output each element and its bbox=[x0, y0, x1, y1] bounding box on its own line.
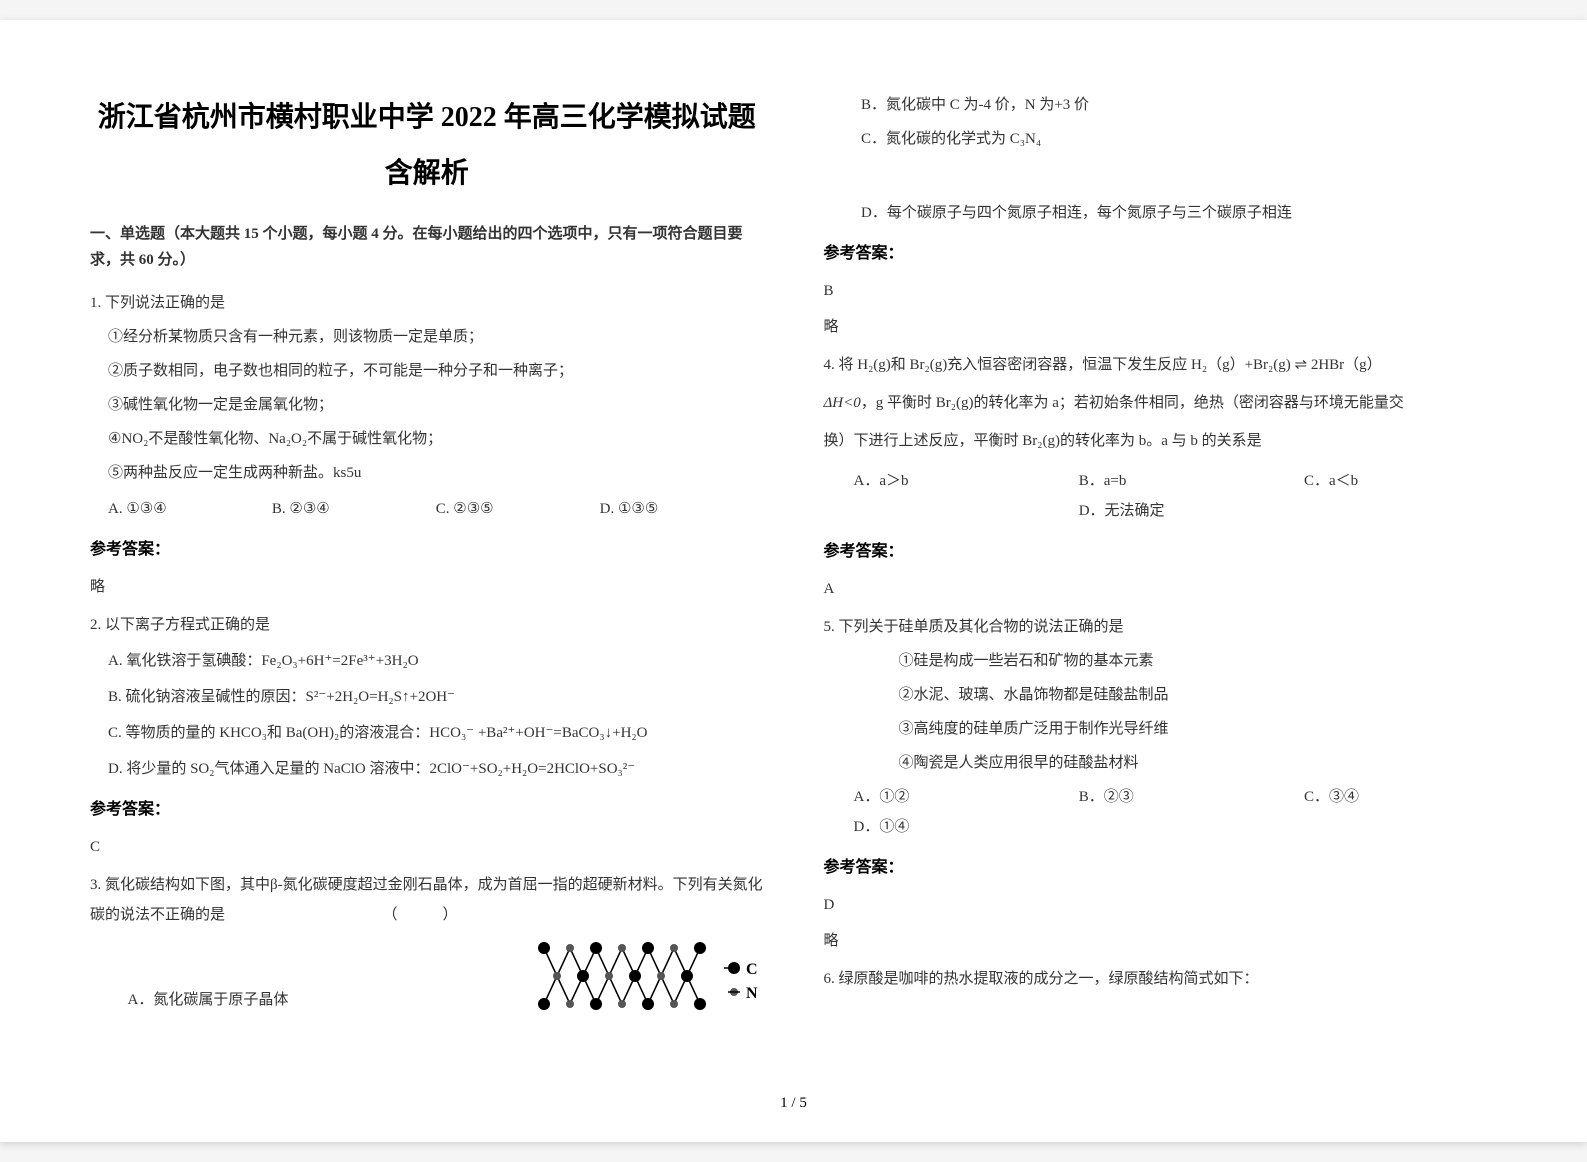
q4-opt-c: C．a＜b bbox=[1304, 466, 1497, 496]
q2-opt-c: C. 等物质的量的 KHCO₃和 Ba(OH)₂的溶液混合：HCO₃⁻ +Ba²… bbox=[90, 718, 764, 748]
q5-opt-d: D．①④ bbox=[824, 812, 1498, 842]
q3-opt-b: B．氮化碳中 C 为-4 价，N 为+3 价 bbox=[824, 90, 1498, 120]
section-description: 一、单选题（本大题共 15 个小题，每小题 4 分。在每小题给出的四个选项中，只… bbox=[90, 222, 764, 273]
q3-answer-extra: 略 bbox=[824, 312, 1498, 342]
q1-line5: ⑤两种盐反应一定生成两种新盐。ks5u bbox=[90, 458, 764, 488]
q3-block: A．氮化碳属于原子晶体 CN bbox=[90, 934, 764, 1019]
q1-line4: ④NO₂不是酸性氧化物、Na₂O₂不属于碱性氧化物； bbox=[90, 424, 764, 454]
q2-opt-d: D. 将少量的 SO₂气体通入足量的 NaClO 溶液中：2ClO⁻+SO₂+H… bbox=[90, 754, 764, 784]
q3-opt-d: D．每个碳原子与四个氮原子相连，每个氮原子与三个碳原子相连 bbox=[824, 198, 1498, 228]
q3-opt-c: C．氮化碳的化学式为 C₃N₄ bbox=[824, 124, 1498, 154]
q5-answer: D bbox=[824, 890, 1498, 920]
q4-stem2: ΔH<0，g 平衡时 Br₂(g)的转化率为 a；若初始条件相同，绝热（密闭容器… bbox=[824, 388, 1498, 418]
two-column-layout: 浙江省杭州市横村职业中学 2022 年高三化学模拟试题含解析 一、单选题（本大题… bbox=[90, 90, 1497, 1085]
q1-answer: 略 bbox=[90, 572, 764, 602]
q4-answer-label: 参考答案： bbox=[824, 536, 1498, 568]
q1-stem: 1. 下列说法正确的是 bbox=[90, 288, 764, 318]
q5-line3: ③高纯度的硅单质广泛用于制作光导纤维 bbox=[824, 714, 1498, 744]
q5-opt-c: C．③④ bbox=[1304, 782, 1497, 812]
q6-stem: 6. 绿原酸是咖啡的热水提取液的成分之一，绿原酸结构简式如下： bbox=[824, 964, 1498, 994]
exam-title: 浙江省杭州市横村职业中学 2022 年高三化学模拟试题含解析 bbox=[90, 90, 764, 202]
q1-opt-a: A. ①③④ bbox=[108, 494, 272, 524]
q4-opt-d: D．无法确定 bbox=[1079, 496, 1304, 526]
q2-opt-a: A. 氧化铁溶于氢碘酸：Fe₂O₃+6H⁺=2Fe³⁺+3H₂O bbox=[90, 646, 764, 676]
q1-opt-d: D. ①③⑤ bbox=[600, 494, 764, 524]
q4-options-row1: A．a＞b B．a=b C．a＜b bbox=[824, 466, 1498, 496]
q5-line4: ④陶瓷是人类应用很早的硅酸盐材料 bbox=[824, 748, 1498, 778]
q5-answer-label: 参考答案： bbox=[824, 852, 1498, 884]
exam-page: 浙江省杭州市横村职业中学 2022 年高三化学模拟试题含解析 一、单选题（本大题… bbox=[0, 20, 1587, 1142]
q5-line1: ①硅是构成一些岩石和矿物的基本元素 bbox=[824, 646, 1498, 676]
q4-options-row2: D．无法确定 bbox=[824, 496, 1498, 526]
q4-stem2-text: ，g 平衡时 Br₂(g)的转化率为 a；若初始条件相同，绝热（密闭容器与环境无… bbox=[861, 395, 1404, 411]
q2-stem: 2. 以下离子方程式正确的是 bbox=[90, 610, 764, 640]
q3-opt-a: A．氮化碳属于原子晶体 bbox=[90, 985, 474, 1015]
q3-structure-diagram: CN bbox=[474, 934, 764, 1019]
q4-stem3: 换）下进行上述反应，平衡时 Br₂(g)的转化率为 b。a 与 b 的关系是 bbox=[824, 426, 1498, 456]
q4-answer: A bbox=[824, 574, 1498, 604]
q5-line2: ②水泥、玻璃、水晶饰物都是硅酸盐制品 bbox=[824, 680, 1498, 710]
q1-opt-b: B. ②③④ bbox=[272, 494, 436, 524]
right-column: B．氮化碳中 C 为-4 价，N 为+3 价 C．氮化碳的化学式为 C₃N₄ D… bbox=[824, 90, 1498, 1085]
q1-line2: ②质子数相同，电子数也相同的粒子，不可能是一种分子和一种离子； bbox=[90, 356, 764, 386]
q4-deltah: ΔH<0 bbox=[824, 395, 861, 411]
svg-text:N: N bbox=[746, 985, 758, 1002]
page-footer: 1 / 5 bbox=[90, 1085, 1497, 1112]
left-column: 浙江省杭州市横村职业中学 2022 年高三化学模拟试题含解析 一、单选题（本大题… bbox=[90, 90, 764, 1085]
q4-opt-a: A．a＞b bbox=[854, 466, 1079, 496]
q3-answer: B bbox=[824, 276, 1498, 306]
q5-options-row1: A．①② B．②③ C．③④ bbox=[824, 782, 1498, 812]
q1-opt-c: C. ②③⑤ bbox=[436, 494, 600, 524]
q3-stem: 3. 氮化碳结构如下图，其中β-氮化碳硬度超过金刚石晶体，成为首屈一指的超硬新材… bbox=[90, 870, 764, 930]
q5-opt-a: A．①② bbox=[854, 782, 1079, 812]
q1-line3: ③碱性氧化物一定是金属氧化物； bbox=[90, 390, 764, 420]
q2-answer-label: 参考答案： bbox=[90, 794, 764, 826]
q1-answer-label: 参考答案： bbox=[90, 534, 764, 566]
q2-answer: C bbox=[90, 832, 764, 862]
q5-opt-b: B．②③ bbox=[1079, 782, 1304, 812]
q4-stem: 4. 将 H₂(g)和 Br₂(g)充入恒容密闭容器，恒温下发生反应 H₂（g）… bbox=[824, 350, 1498, 380]
q1-options: A. ①③④ B. ②③④ C. ②③⑤ D. ①③⑤ bbox=[90, 494, 764, 524]
q2-opt-b: B. 硫化钠溶液呈碱性的原因：S²⁻+2H₂O=H₂S↑+2OH⁻ bbox=[90, 682, 764, 712]
q4-opt-b: B．a=b bbox=[1079, 466, 1304, 496]
q5-stem: 5. 下列关于硅单质及其化合物的说法正确的是 bbox=[824, 612, 1498, 642]
q5-answer-extra: 略 bbox=[824, 926, 1498, 956]
q1-line1: ①经分析某物质只含有一种元素，则该物质一定是单质； bbox=[90, 322, 764, 352]
q3-answer-label: 参考答案： bbox=[824, 238, 1498, 270]
carbon-nitride-diagram: CN bbox=[534, 934, 764, 1019]
svg-text:C: C bbox=[746, 961, 758, 978]
